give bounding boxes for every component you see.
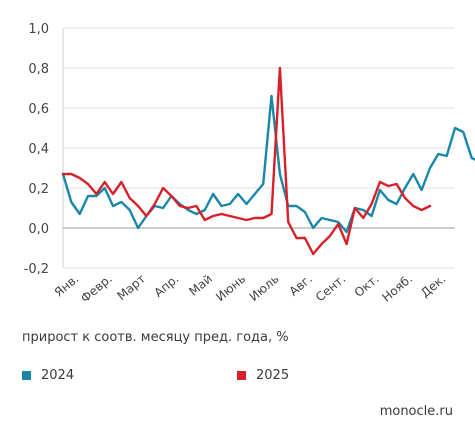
legend-label-2025: 2025: [256, 368, 290, 383]
x-tick-label: Дек.: [418, 272, 448, 301]
y-tick-label: 0,8: [28, 62, 49, 77]
y-tick-label: 0,4: [28, 142, 49, 157]
x-tick-label: Апр.: [151, 272, 181, 300]
y-tick-label: 0,6: [28, 102, 49, 117]
x-tick-label: Нояб.: [379, 272, 415, 305]
line-chart: -0,2 0,0 0,2 0,4 0,6 0,8 1,0 Янв.Февр. Март Апр. М…: [24, 22, 475, 306]
legend-swatch-2024: [22, 371, 31, 380]
x-tick-label: Февр.: [78, 272, 115, 306]
x-tick-label: Июль: [247, 272, 282, 304]
y-tick-label: 1,0: [28, 22, 49, 37]
legend-label-2024: 2024: [41, 368, 75, 383]
legend-swatch-2025: [237, 371, 246, 380]
y-tick-label: -0,2: [24, 262, 49, 277]
x-tick-label: Окт.: [352, 272, 382, 300]
x-tick-label: Июнь: [213, 272, 248, 305]
x-tick-label: Март: [114, 272, 148, 304]
series-line-2025: [61, 66, 432, 256]
legend-item-2025: 2025: [237, 368, 289, 383]
y-tick-label: 0,0: [28, 222, 49, 237]
legend-item-2024: 2024: [22, 368, 74, 383]
x-tick-label: Май: [186, 272, 215, 299]
x-tick-label: Авг.: [287, 272, 315, 299]
source-label: monocle.ru: [379, 404, 453, 419]
series-line-2024: [61, 94, 475, 234]
x-tick-label: Янв.: [52, 272, 82, 300]
x-tick-label: Сент.: [313, 272, 348, 305]
chart-subtitle: прирост к соотв. месяцу пред. года, %: [22, 330, 289, 345]
y-tick-label: 0,2: [28, 182, 49, 197]
